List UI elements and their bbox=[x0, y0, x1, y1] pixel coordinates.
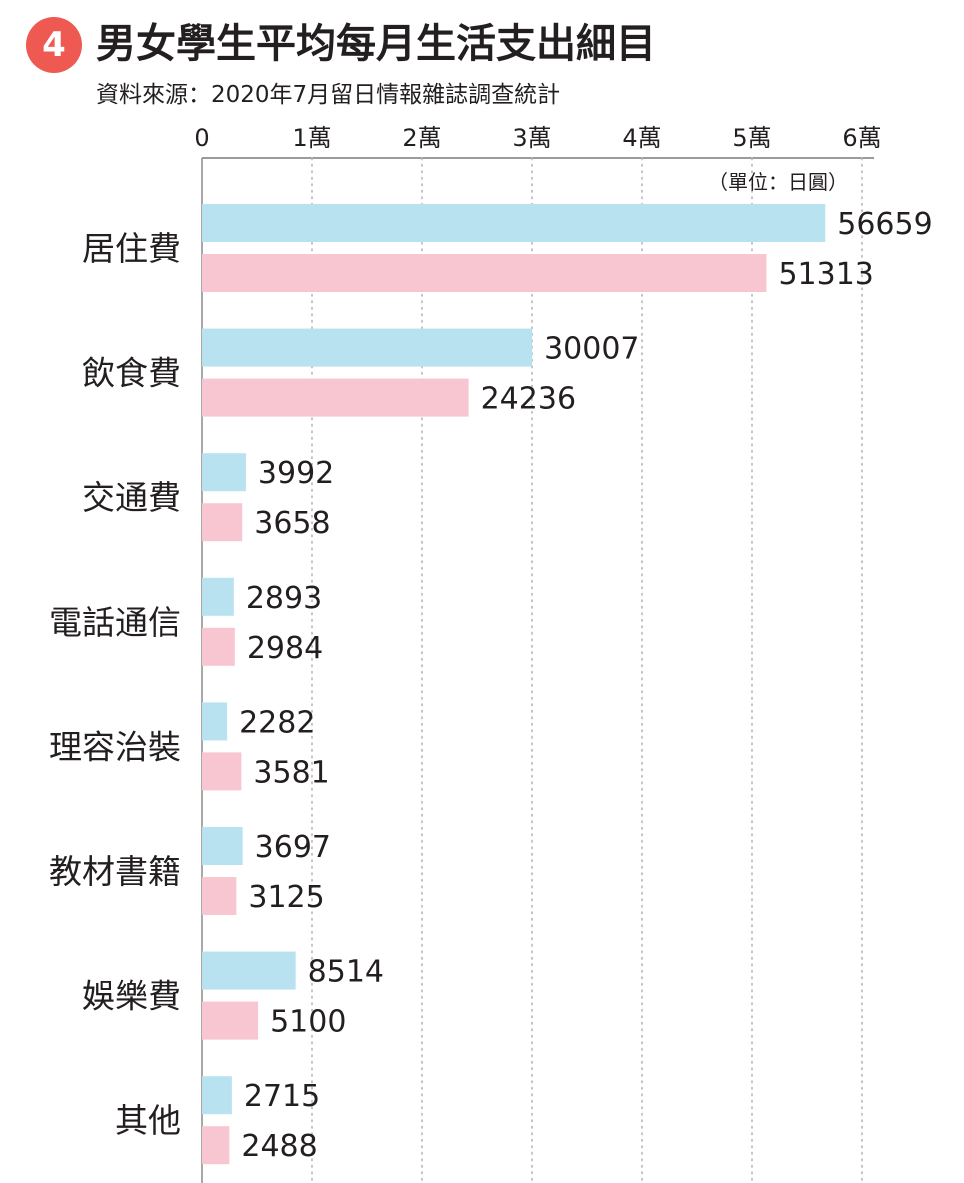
data-label: 2715 bbox=[244, 1079, 320, 1114]
bar-series-1 bbox=[202, 577, 234, 616]
bar-series-2 bbox=[202, 627, 235, 666]
category-label: 飲食費 bbox=[82, 354, 181, 393]
data-label: 24236 bbox=[481, 382, 576, 417]
unit-label: （單位：日圓） bbox=[708, 170, 848, 194]
category-label: 教材書籍 bbox=[49, 852, 181, 891]
x-tick-label: 1萬 bbox=[292, 124, 331, 152]
data-label: 56659 bbox=[837, 207, 932, 242]
data-label: 5100 bbox=[270, 1005, 346, 1040]
data-label: 2282 bbox=[239, 705, 315, 740]
bar-series-2 bbox=[202, 254, 767, 292]
data-source: 資料來源：2020年7月留日情報雜誌調查統計 bbox=[96, 82, 561, 108]
x-tick-label: 5萬 bbox=[732, 124, 771, 152]
data-label: 2893 bbox=[246, 581, 322, 616]
bar-series-1 bbox=[202, 702, 228, 741]
data-label: 3581 bbox=[253, 755, 329, 790]
bar-series-2 bbox=[202, 1001, 259, 1040]
bar-series-1 bbox=[202, 328, 533, 367]
data-label: 30007 bbox=[544, 332, 639, 367]
bar-series-2 bbox=[202, 1126, 230, 1165]
bar-series-2 bbox=[202, 877, 237, 915]
data-label: 2488 bbox=[241, 1129, 317, 1164]
data-label: 3992 bbox=[258, 456, 334, 491]
x-tick-label: 2萬 bbox=[402, 124, 441, 152]
chart-number-badge: 4 bbox=[26, 17, 82, 73]
bar-series-2 bbox=[202, 752, 242, 791]
x-tick-label: 4萬 bbox=[622, 124, 661, 152]
bar-series-1 bbox=[202, 453, 246, 492]
chart-title: 男女學生平均每月生活支出細目 bbox=[96, 21, 656, 67]
category-label: 居住費 bbox=[82, 229, 181, 268]
category-label: 交通費 bbox=[82, 478, 181, 517]
category-label: 其他 bbox=[115, 1101, 181, 1140]
category-label: 娛樂費 bbox=[82, 977, 181, 1016]
bar-series-1 bbox=[202, 827, 243, 865]
data-label: 3658 bbox=[254, 506, 330, 541]
category-label: 電話通信 bbox=[49, 603, 181, 642]
bar-series-2 bbox=[202, 378, 469, 417]
bar-series-1 bbox=[202, 951, 296, 990]
data-label: 8514 bbox=[308, 955, 384, 990]
x-tick-label: 0 bbox=[194, 124, 209, 152]
category-label: 理容治裝 bbox=[49, 727, 181, 766]
data-label: 3697 bbox=[255, 830, 331, 865]
data-label: 2984 bbox=[247, 631, 323, 666]
bar-series-1 bbox=[202, 204, 826, 242]
x-tick-label: 6萬 bbox=[842, 124, 881, 152]
bar-series-1 bbox=[202, 1076, 232, 1115]
data-label: 51313 bbox=[778, 257, 873, 292]
x-tick-label: 3萬 bbox=[512, 124, 551, 152]
bar-series-2 bbox=[202, 503, 243, 542]
data-label: 3125 bbox=[248, 880, 324, 915]
